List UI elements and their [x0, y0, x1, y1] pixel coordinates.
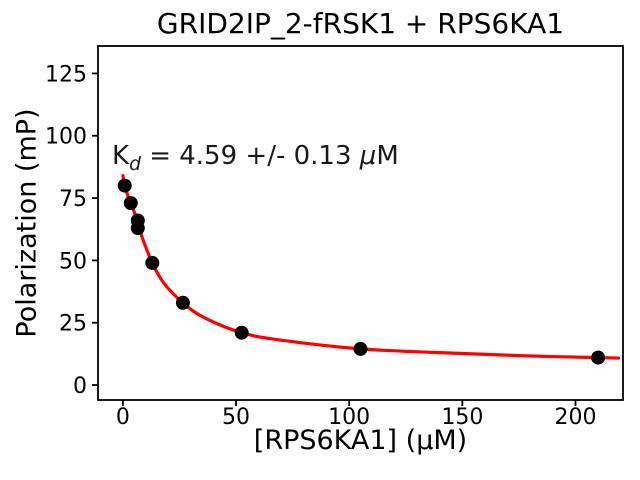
y-tick-label: 0 — [73, 374, 87, 399]
kd-symbol: K — [112, 141, 130, 171]
data-point — [123, 196, 138, 211]
x-axis-label: [RPS6KA1] (μM) — [253, 425, 468, 456]
data-point — [591, 350, 606, 365]
kd-unit-suffix: M — [376, 141, 399, 171]
y-tick-label: 125 — [45, 62, 87, 87]
y-tick-label: 25 — [59, 312, 87, 337]
x-tick-label: 150 — [441, 405, 483, 430]
kd-annotation: Kd = 4.59 +/- 0.13 μM — [112, 141, 399, 175]
plot-border — [97, 45, 624, 401]
data-point — [175, 295, 190, 310]
x-tick-label: 100 — [328, 405, 370, 430]
kd-subscript: d — [129, 154, 141, 176]
x-tick-label: 200 — [554, 405, 596, 430]
x-tick-label: 0 — [116, 405, 130, 430]
data-point — [353, 341, 368, 356]
chart-title: GRID2IP_2-fRSK1 + RPS6KA1 — [156, 7, 565, 40]
x-tick-label: 50 — [222, 405, 250, 430]
y-axis-label: Polarization (mP) — [11, 108, 43, 338]
data-point — [145, 255, 160, 270]
y-tick-label: 50 — [59, 249, 87, 274]
data-point — [117, 178, 132, 193]
fit-curve — [121, 174, 621, 360]
data-point — [234, 325, 249, 340]
data-point — [130, 221, 145, 235]
mu-symbol: μ — [359, 141, 377, 171]
x-axis-ticks: 0 50 100 150 200 — [116, 400, 596, 430]
kd-value-text: = 4.59 +/- 0.13 — [140, 141, 360, 171]
y-tick-label: 100 — [45, 125, 87, 150]
data-points — [117, 178, 606, 365]
y-axis-ticks: 0 25 50 75 100 125 — [45, 62, 98, 399]
y-tick-label: 75 — [59, 187, 87, 212]
